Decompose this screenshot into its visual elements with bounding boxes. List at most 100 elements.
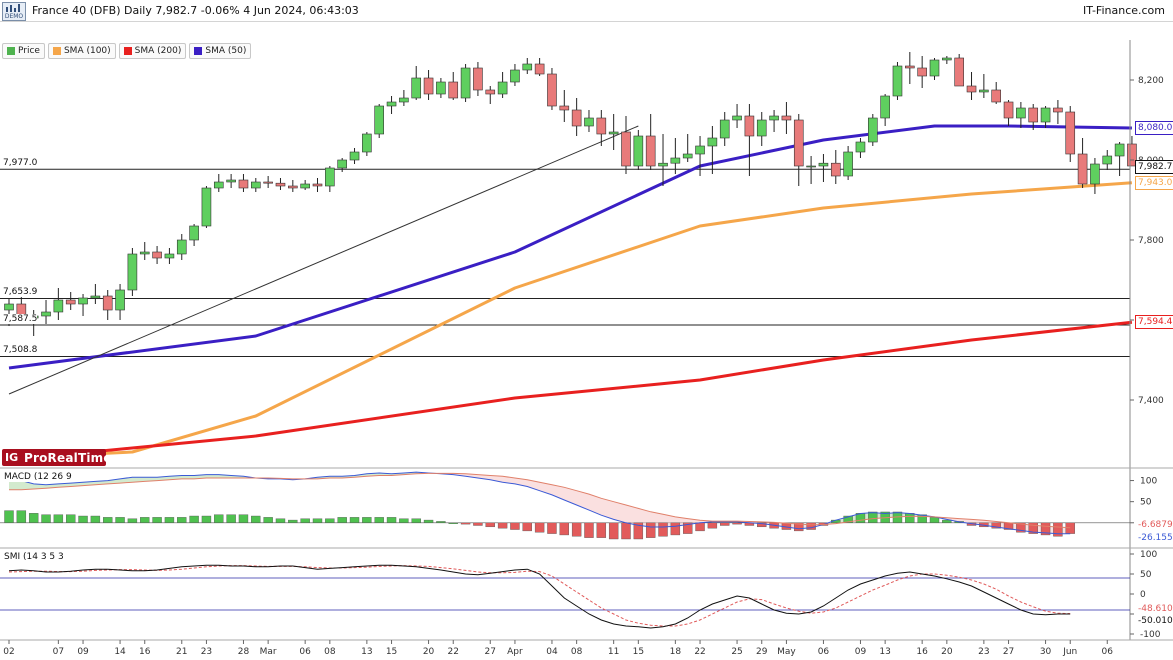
candle-body xyxy=(16,303,27,319)
macd-histogram-bar xyxy=(843,515,853,523)
candle-body xyxy=(460,67,471,99)
x-tick-label: 29 xyxy=(756,647,768,657)
x-tick-label: 09 xyxy=(855,647,867,657)
macd-histogram-bar xyxy=(78,515,88,523)
candle-body xyxy=(633,135,644,167)
candle-body xyxy=(1077,153,1088,185)
legend-label: SMA (200) xyxy=(134,46,182,56)
candle-body xyxy=(423,77,434,95)
macd-histogram-bar xyxy=(942,519,952,523)
candle-body xyxy=(41,311,51,317)
candle-body xyxy=(90,295,101,299)
macd-fill xyxy=(9,472,1071,534)
x-tick-label: 16 xyxy=(916,647,928,657)
y-tick-label: 7,600 xyxy=(1138,316,1164,326)
macd-line xyxy=(8,471,1071,535)
candle-body xyxy=(28,315,39,319)
macd-histogram-bar xyxy=(905,513,915,523)
smi-line xyxy=(8,564,1071,629)
x-tick-label: Jun xyxy=(1062,647,1077,657)
macd-histogram-bar xyxy=(929,517,940,523)
candle-icon xyxy=(7,47,15,55)
macd-histogram-bar xyxy=(794,522,804,532)
candle-body xyxy=(658,162,668,167)
candle-body xyxy=(522,63,533,71)
macd-histogram-bar xyxy=(90,515,101,523)
x-tick-label: 16 xyxy=(139,647,151,657)
macd-signal-line xyxy=(9,472,1071,529)
macd-histogram-bar xyxy=(411,518,421,523)
candle-body xyxy=(571,109,582,127)
macd-histogram-bar xyxy=(645,522,656,538)
y-tick-label: 7,800 xyxy=(1138,236,1164,246)
macd-histogram-bar xyxy=(448,522,458,524)
candle-body xyxy=(744,115,755,137)
macd-histogram-bar xyxy=(300,518,310,523)
y-tick-label: 8,000 xyxy=(1138,156,1164,166)
candle-body xyxy=(312,183,323,187)
smi-tick-label: 100 xyxy=(1140,550,1157,560)
candle-body xyxy=(818,162,829,167)
candle-body xyxy=(769,115,779,121)
trendline xyxy=(8,125,639,395)
smi-tick-label: -50 xyxy=(1140,610,1155,620)
macd-histogram-bar xyxy=(683,522,693,534)
candle-body xyxy=(682,153,693,159)
legend-item[interactable]: SMA (200) xyxy=(118,43,187,59)
chart-logo-icon xyxy=(6,4,20,12)
macd-histogram-bar xyxy=(201,515,212,523)
watermark-text: ProRealTime xyxy=(24,451,112,465)
macd-histogram-bar xyxy=(868,511,878,523)
candle-body xyxy=(1090,163,1100,185)
macd-histogram-bar xyxy=(473,522,483,526)
macd-histogram-bar xyxy=(559,522,569,536)
logo: DEMO xyxy=(2,2,26,21)
macd-histogram-bar xyxy=(658,522,668,537)
candle-body xyxy=(386,101,397,107)
legend-item[interactable]: SMA (50) xyxy=(189,43,252,59)
macd-histogram-bar xyxy=(732,522,742,525)
macd-panel: 100 50 0 xyxy=(0,471,1157,540)
candle-body xyxy=(485,89,496,95)
x-tick-label: 20 xyxy=(941,647,953,657)
macd-histogram-bar xyxy=(251,515,261,523)
candle-body xyxy=(152,251,162,259)
x-tick-label: 06 xyxy=(299,647,311,657)
macd-histogram-bar xyxy=(115,517,125,523)
x-tick-label: 11 xyxy=(608,647,619,657)
candle-body xyxy=(189,225,199,241)
x-tick-label: 28 xyxy=(238,647,250,657)
x-tick-label: 13 xyxy=(879,647,890,657)
macd-histogram-bar xyxy=(164,517,175,523)
legend-item[interactable]: SMA (100) xyxy=(47,43,116,59)
macd-histogram-bar xyxy=(522,522,532,532)
candle-body xyxy=(621,131,631,167)
candle-body xyxy=(793,119,804,167)
macd-histogram-bar xyxy=(177,517,187,523)
smi-tick-label: 50 xyxy=(1140,570,1152,580)
x-tick-label: 23 xyxy=(978,647,989,657)
candle-body xyxy=(917,67,927,77)
x-tick-label: Apr xyxy=(507,647,523,657)
candle-body xyxy=(1003,101,1014,119)
x-tick-label: 09 xyxy=(77,647,89,657)
macd-histogram-bar xyxy=(214,514,224,523)
x-tick-label: 04 xyxy=(546,647,558,657)
x-tick-label: 22 xyxy=(694,647,705,657)
candle-body xyxy=(929,59,940,77)
x-tick-label: 02 xyxy=(3,647,14,657)
macd-histogram-bar xyxy=(571,522,582,537)
x-tick-label: 07 xyxy=(53,647,64,657)
macd-histogram-bar xyxy=(263,517,273,523)
macd-histogram-bar xyxy=(386,517,397,523)
x-tick-label: 15 xyxy=(386,647,397,657)
macd-histogram-bar xyxy=(28,513,39,523)
candle-body xyxy=(115,289,125,311)
legend-item[interactable]: Price xyxy=(2,43,45,59)
macd-histogram-bar xyxy=(65,514,76,523)
y-tick-label: 7,400 xyxy=(1138,396,1164,406)
macd-histogram-bar xyxy=(707,522,718,529)
x-tick-label: 06 xyxy=(818,647,830,657)
sma-line xyxy=(8,124,1132,370)
macd-histogram-bar xyxy=(362,517,372,523)
